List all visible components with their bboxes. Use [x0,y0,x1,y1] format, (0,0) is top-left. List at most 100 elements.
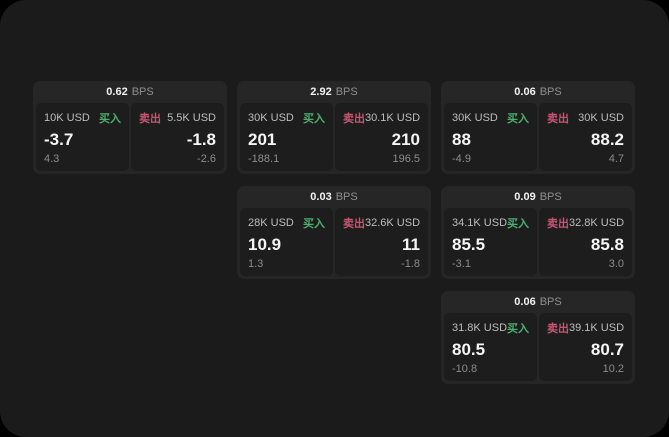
bps-value: 0.06 [514,296,536,308]
bps-unit-label: BPS [539,296,562,308]
sell-price: 11 [402,234,420,254]
buy-top-row: 31.8K USD 买入 [452,320,529,336]
sell-amount: 39.1K USD [569,322,625,334]
bps-header: 2.92 BPS [237,81,431,103]
buy-panel[interactable]: 30K USD 买入 201 -188.1 [240,103,333,171]
buy-amount: 31.8K USD [452,322,508,334]
quote-card-1: 0.62 BPS 10K USD 买入 -3.7 4.3 卖出 5.5K USD… [33,81,227,174]
buy-price: 88 [452,129,471,149]
sell-panel[interactable]: 卖出 5.5K USD -1.8 -2.6 [131,103,224,171]
buy-top-row: 30K USD 买入 [452,110,529,126]
buy-sub-value: -188.1 [248,153,280,165]
sell-top-row: 卖出 39.1K USD [547,320,624,336]
quote-card-4: 0.03 BPS 28K USD 买入 10.9 1.3 卖出 32.6K US… [237,186,431,279]
bps-header: 0.03 BPS [237,186,431,208]
bps-unit-label: BPS [335,86,358,98]
sell-sub-value: -2.6 [197,153,216,165]
sell-side-label: 卖出 [343,218,365,230]
buy-amount: 34.1K USD [452,217,508,229]
buy-price: 85.5 [452,234,486,254]
quote-card-5: 0.09 BPS 34.1K USD 买入 85.5 -3.1 卖出 32.8K… [441,186,635,279]
quote-panels: 30K USD 买入 201 -188.1 卖出 30.1K USD 210 1… [237,103,431,174]
sell-side-label: 卖出 [343,113,365,125]
sell-price: 85.8 [590,234,624,254]
bps-value: 0.03 [310,191,332,203]
sell-price: 80.7 [590,339,624,359]
bps-value: 0.09 [514,191,536,203]
quote-panels: 34.1K USD 买入 85.5 -3.1 卖出 32.8K USD 85.8… [441,208,635,279]
bps-header: 0.09 BPS [441,186,635,208]
sell-sub-value: 196.5 [392,153,420,165]
sell-panel[interactable]: 卖出 39.1K USD 80.7 10.2 [539,313,632,381]
buy-amount: 30K USD [452,112,498,124]
buy-sub-value: 1.3 [248,258,264,270]
bps-value: 0.06 [514,86,536,98]
buy-side-label: 买入 [303,113,325,125]
buy-top-row: 10K USD 买入 [44,110,121,126]
buy-price: 10.9 [248,234,282,254]
sell-side-label: 卖出 [139,113,161,125]
buy-sub-value: -4.9 [452,153,471,165]
sell-panel[interactable]: 卖出 32.8K USD 85.8 3.0 [539,208,632,276]
buy-panel[interactable]: 34.1K USD 买入 85.5 -3.1 [444,208,537,276]
buy-panel[interactable]: 30K USD 买入 88 -4.9 [444,103,537,171]
buy-price: 80.5 [452,339,486,359]
buy-side-label: 买入 [99,113,121,125]
sell-side-label: 卖出 [547,113,569,125]
buy-panel[interactable]: 31.8K USD 买入 80.5 -10.8 [444,313,537,381]
sell-panel[interactable]: 卖出 30.1K USD 210 196.5 [335,103,428,171]
bps-header: 0.06 BPS [441,291,635,313]
bps-header: 0.62 BPS [33,81,227,103]
bps-unit-label: BPS [539,191,562,203]
sell-amount: 32.8K USD [569,217,625,229]
bps-value: 0.62 [106,86,128,98]
quote-panels: 28K USD 买入 10.9 1.3 卖出 32.6K USD 11 -1.8 [237,208,431,279]
buy-sub-value: 4.3 [44,153,60,165]
sell-sub-value: 3.0 [608,258,624,270]
sell-sub-value: 10.2 [602,363,624,375]
buy-side-label: 买入 [507,113,529,125]
sell-panel[interactable]: 卖出 30K USD 88.2 4.7 [539,103,632,171]
sell-top-row: 卖出 30K USD [547,110,624,126]
buy-top-row: 34.1K USD 买入 [452,215,529,231]
buy-sub-value: -10.8 [452,363,478,375]
sell-amount: 30.1K USD [365,112,421,124]
buy-amount: 28K USD [248,217,294,229]
buy-price: -3.7 [44,129,74,149]
buy-price: 201 [248,129,277,149]
sell-top-row: 卖出 30.1K USD [343,110,420,126]
quote-card-2: 2.92 BPS 30K USD 买入 201 -188.1 卖出 30.1K … [237,81,431,174]
bps-header: 0.06 BPS [441,81,635,103]
buy-side-label: 买入 [303,218,325,230]
sell-top-row: 卖出 32.8K USD [547,215,624,231]
sell-price: 210 [391,129,420,149]
sell-price: -1.8 [186,129,216,149]
sell-side-label: 卖出 [547,323,569,335]
buy-panel[interactable]: 10K USD 买入 -3.7 4.3 [36,103,129,171]
sell-top-row: 卖出 5.5K USD [139,110,216,126]
sell-side-label: 卖出 [547,218,569,230]
quote-panels: 10K USD 买入 -3.7 4.3 卖出 5.5K USD -1.8 -2.… [33,103,227,174]
sell-panel[interactable]: 卖出 32.6K USD 11 -1.8 [335,208,428,276]
buy-top-row: 30K USD 买入 [248,110,325,126]
buy-top-row: 28K USD 买入 [248,215,325,231]
buy-amount: 10K USD [44,112,90,124]
buy-side-label: 买入 [507,218,530,230]
buy-sub-value: -3.1 [452,258,471,270]
bps-value: 2.92 [310,86,332,98]
quote-card-3: 0.06 BPS 30K USD 买入 88 -4.9 卖出 30K USD 8… [441,81,635,174]
quote-panels: 30K USD 买入 88 -4.9 卖出 30K USD 88.2 4.7 [441,103,635,174]
sell-amount: 32.6K USD [365,217,421,229]
sell-amount: 30K USD [578,112,624,124]
sell-price: 88.2 [590,129,624,149]
buy-amount: 30K USD [248,112,294,124]
sell-top-row: 卖出 32.6K USD [343,215,420,231]
quote-panels: 31.8K USD 买入 80.5 -10.8 卖出 39.1K USD 80.… [441,313,635,384]
buy-panel[interactable]: 28K USD 买入 10.9 1.3 [240,208,333,276]
quote-card-6: 0.06 BPS 31.8K USD 买入 80.5 -10.8 卖出 39.1… [441,291,635,384]
buy-side-label: 买入 [507,323,530,335]
bps-unit-label: BPS [539,86,562,98]
sell-amount: 5.5K USD [167,112,216,124]
sell-sub-value: 4.7 [608,153,624,165]
